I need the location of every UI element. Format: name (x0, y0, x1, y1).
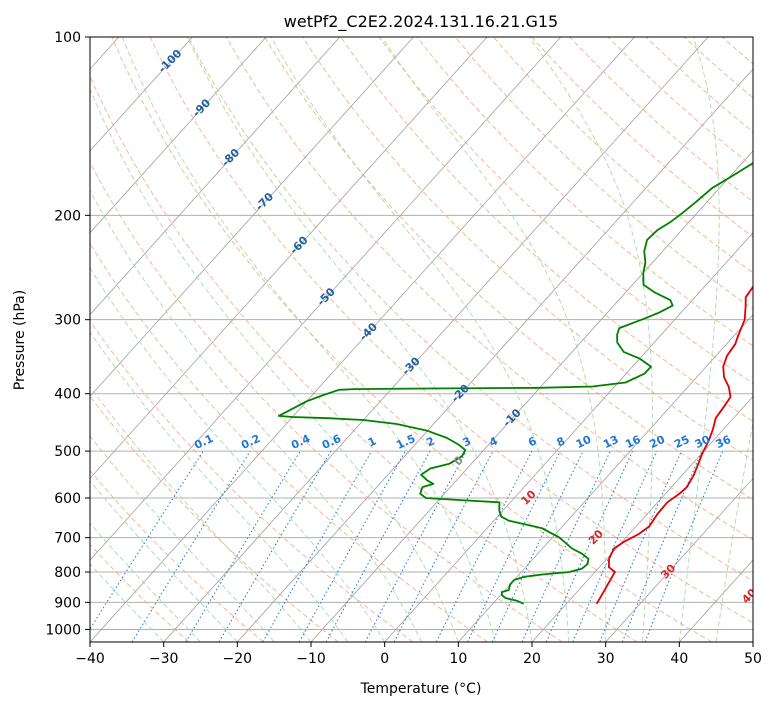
mixing-ratio-label: 10 (574, 433, 594, 451)
moist-adiabat-line (678, 37, 720, 642)
moist-adiabat-line (90, 331, 349, 642)
y-tick-label: 300 (54, 313, 81, 329)
dry-adiabat-line (225, 37, 753, 541)
x-tick-label: −10 (296, 651, 326, 667)
moist-adiabat-line (270, 37, 570, 642)
moist-adiabat-line (381, 37, 607, 642)
dry-adiabat-line (149, 37, 753, 624)
plot-frame (89, 36, 754, 643)
x-tick-label: 0 (380, 651, 389, 667)
moist-adiabat-line (90, 435, 275, 642)
temperature-profile-line (595, 285, 753, 605)
isotherm-line (531, 395, 753, 642)
moist-adiabat-line (90, 189, 422, 642)
mixing-ratio-line (572, 450, 658, 642)
x-tick-label: 40 (670, 651, 688, 667)
dry-adiabat-line (90, 242, 488, 642)
y-tick-label: 900 (54, 595, 81, 611)
isotherm-line (237, 68, 753, 642)
y-tick-label: 700 (54, 531, 81, 547)
y-tick-label: 600 (54, 491, 81, 507)
x-tick-label: −40 (75, 651, 105, 667)
isotherm-line (384, 232, 753, 642)
y-tick-label: 100 (54, 30, 81, 46)
moist-adiabat-line (715, 419, 753, 642)
y-tick-label: 400 (54, 387, 81, 403)
mixing-ratio-label: 25 (672, 433, 691, 451)
axes: −40 −30 −20 −10 0 10 20 30 40 50 100 200 300 400 500 60… (45, 30, 762, 667)
dry-adiabat-line (454, 37, 753, 310)
mixing-ratio-line (599, 450, 682, 642)
dewpoint-profile-line (277, 162, 753, 605)
dry-adiabat-line (90, 469, 264, 642)
background-lines (90, 37, 753, 642)
mixing-ratio-line (621, 450, 703, 642)
moist-adiabat-line (90, 267, 386, 642)
x-tick-label: 50 (744, 651, 762, 667)
dry-adiabat-line (90, 161, 563, 642)
mixing-ratio-line (545, 450, 633, 642)
x-tick-label: 10 (449, 651, 467, 667)
dry-adiabat-line (340, 37, 753, 423)
y-tick-label: 200 (54, 208, 81, 224)
dry-adiabat-line (90, 75, 638, 642)
mixing-ratio-line (325, 450, 431, 642)
mixing-ratio-label: 36 (714, 433, 734, 451)
x-tick-label: −20 (223, 651, 253, 667)
isotherm-line (90, 37, 341, 316)
moist-adiabat-line (90, 522, 201, 642)
mixing-ratio-line (364, 450, 467, 642)
mixing-ratio-line (131, 450, 251, 642)
moist-adiabat-line (90, 386, 312, 642)
isotherm-line (90, 37, 562, 561)
mixing-ratio-line (435, 450, 533, 642)
isotherm-line (163, 37, 709, 642)
moist-adiabat-line (90, 563, 165, 642)
x-tick-label: 20 (523, 651, 541, 667)
dry-adiabat-line (264, 37, 753, 501)
mixing-ratio-label: 16 (623, 433, 643, 451)
isotherm-line (90, 37, 414, 398)
y-tick-label: 1000 (45, 622, 81, 638)
dry-adiabat-line (90, 320, 414, 642)
moist-adiabat-line (186, 37, 533, 642)
dry-adiabat-line (111, 37, 712, 642)
y-tick-label: 500 (54, 444, 81, 460)
x-tick-label: 30 (597, 651, 615, 667)
dry-adiabat-line (416, 37, 753, 347)
isotherm-line (90, 37, 488, 479)
mixing-ratio-label: 30 (693, 433, 713, 451)
isotherm-line (458, 313, 753, 642)
dry-adiabat-line (187, 37, 753, 582)
sounding-lines (277, 162, 753, 605)
x-tick-label: −30 (149, 651, 179, 667)
isotherm-line (90, 37, 267, 234)
y-tick-label: 800 (54, 565, 81, 581)
isotherm-line (90, 37, 193, 152)
isotherm-line (605, 477, 753, 642)
mixing-ratio-line (90, 450, 204, 630)
chart-title: wetPf2_C2E2.2024.131.16.21.G15 (284, 12, 558, 32)
mixing-ratio-label: 20 (648, 433, 668, 451)
x-axis-label: Temperature (°C) (360, 681, 482, 697)
mixing-ratio-line (298, 450, 406, 642)
mixing-ratio-line (644, 450, 724, 642)
moist-adiabat-line (90, 480, 238, 642)
moist-adiabat-line (121, 37, 496, 642)
y-axis-label: Pressure (hPa) (12, 290, 28, 390)
mixing-ratio-label: 13 (601, 433, 620, 451)
moist-adiabat-line (90, 88, 459, 642)
